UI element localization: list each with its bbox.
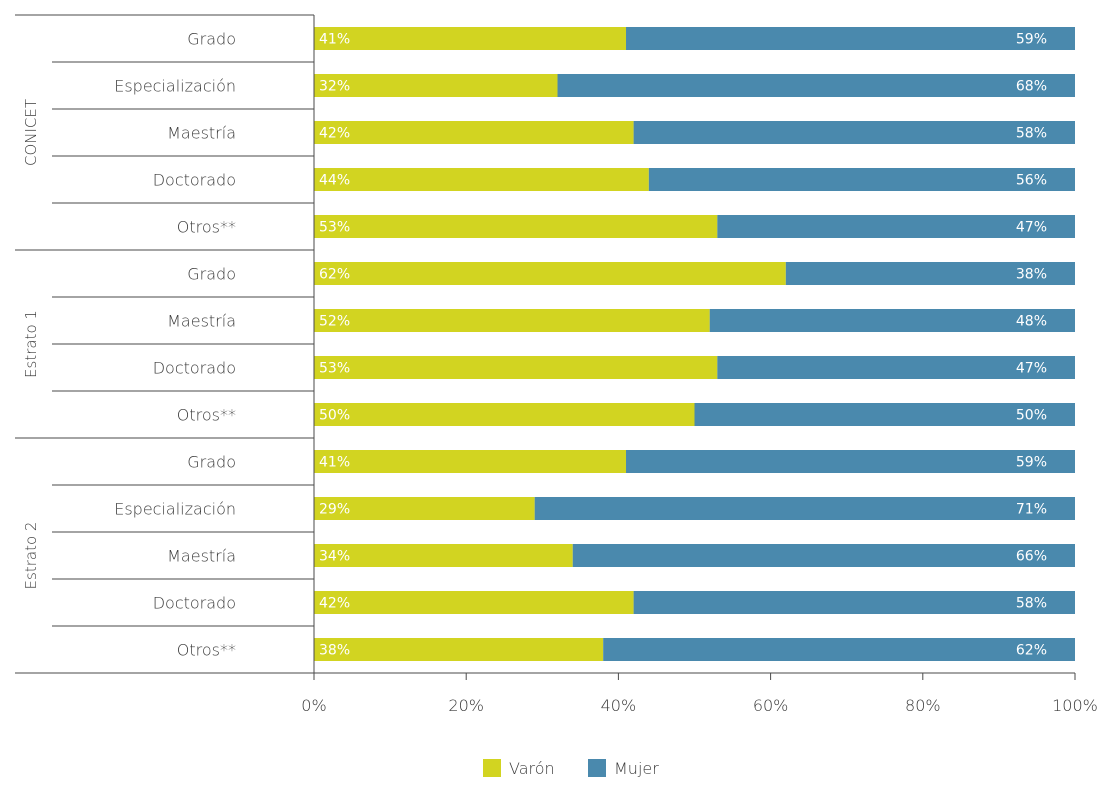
legend-label: Mujer xyxy=(614,759,659,778)
data-label-mujer: 59% xyxy=(1016,455,1047,471)
data-label-varon: 44% xyxy=(319,173,350,189)
bar-mujer xyxy=(648,168,1075,191)
category-label: Maestría xyxy=(167,312,236,331)
x-tick-label: 0% xyxy=(301,696,326,715)
data-label-mujer: 38% xyxy=(1016,267,1047,283)
category-label: Doctorado xyxy=(153,359,236,378)
category-label: Doctorado xyxy=(153,171,236,190)
legend: Varón Mujer xyxy=(483,759,659,778)
data-label-varon: 42% xyxy=(319,596,350,612)
legend-swatch xyxy=(483,759,501,777)
data-label-mujer: 47% xyxy=(1016,361,1047,377)
category-label: Maestría xyxy=(167,124,236,143)
bar-mujer xyxy=(626,450,1075,473)
bar-mujer xyxy=(717,215,1075,238)
bar-mujer xyxy=(572,544,1075,567)
bar-varon xyxy=(314,638,604,661)
data-label-varon: 52% xyxy=(319,314,350,330)
bar-varon xyxy=(314,403,695,426)
bar-varon xyxy=(314,27,627,50)
data-label-varon: 53% xyxy=(319,361,350,377)
category-label: Doctorado xyxy=(153,594,236,613)
group-label: Estrato 2 xyxy=(22,522,40,590)
category-label: Especialización xyxy=(114,77,236,96)
group-label: Estrato 1 xyxy=(22,310,40,378)
bar-mujer xyxy=(633,121,1075,144)
group-label: CONICET xyxy=(22,99,40,166)
bar-varon xyxy=(314,497,535,520)
x-tick-label: 80% xyxy=(905,696,941,715)
category-label: Maestría xyxy=(167,547,236,566)
data-label-mujer: 68% xyxy=(1016,79,1047,95)
legend-item-varon: Varón xyxy=(483,759,555,778)
bar-mujer xyxy=(626,27,1075,50)
data-label-mujer: 48% xyxy=(1016,314,1047,330)
row-labels: CONICET Grado Especialización Maestría Docto… xyxy=(22,30,236,660)
legend-swatch xyxy=(588,759,606,777)
legend-item-mujer: Mujer xyxy=(588,759,659,778)
bar-mujer xyxy=(557,74,1075,97)
data-label-mujer: 66% xyxy=(1016,549,1047,565)
category-label: Especialización xyxy=(114,500,236,519)
category-label: Grado xyxy=(187,453,236,472)
bar-varon xyxy=(314,74,558,97)
data-label-mujer: 58% xyxy=(1016,596,1047,612)
data-label-mujer: 62% xyxy=(1016,643,1047,659)
bar-varon xyxy=(314,356,718,379)
data-label-varon: 38% xyxy=(319,643,350,659)
bar-varon xyxy=(314,215,718,238)
x-tick-label: 40% xyxy=(601,696,637,715)
bar-mujer xyxy=(717,356,1075,379)
bar-mujer xyxy=(694,403,1075,426)
data-label-varon: 50% xyxy=(319,408,350,424)
axes: 0% 20% 40% 60% 80% 100% xyxy=(15,14,1098,715)
bar-varon xyxy=(314,168,649,191)
bar-varon xyxy=(314,591,634,614)
category-label: Otros** xyxy=(177,406,236,425)
data-label-mujer: 56% xyxy=(1016,173,1047,189)
legend-label: Varón xyxy=(509,759,555,778)
data-label-mujer: 59% xyxy=(1016,32,1047,48)
data-label-varon: 42% xyxy=(319,126,350,142)
bar-varon xyxy=(314,544,573,567)
data-label-varon: 29% xyxy=(319,502,350,518)
bars: 41% 59% 32% 68% 42% 58% 44% 56% 53% 47% 62% 38% 52% 4… xyxy=(314,27,1075,661)
data-label-mujer: 47% xyxy=(1016,220,1047,236)
bar-mujer xyxy=(709,309,1075,332)
x-tick-label: 60% xyxy=(753,696,789,715)
category-label: Grado xyxy=(187,30,236,49)
bar-varon xyxy=(314,262,786,285)
bar-mujer xyxy=(633,591,1075,614)
bar-varon xyxy=(314,121,634,144)
category-label: Otros** xyxy=(177,641,236,660)
x-tick-label: 20% xyxy=(448,696,484,715)
x-tick-label: 100% xyxy=(1052,696,1098,715)
category-label: Otros** xyxy=(177,218,236,237)
data-label-varon: 32% xyxy=(319,79,350,95)
data-label-varon: 41% xyxy=(319,455,350,471)
bar-mujer xyxy=(603,638,1075,661)
bar-varon xyxy=(314,309,710,332)
data-label-mujer: 58% xyxy=(1016,126,1047,142)
data-label-varon: 62% xyxy=(319,267,350,283)
bar-mujer xyxy=(785,262,1075,285)
bar-mujer xyxy=(534,497,1075,520)
category-label: Grado xyxy=(187,265,236,284)
bar-varon xyxy=(314,450,627,473)
data-label-mujer: 71% xyxy=(1016,502,1047,518)
data-label-mujer: 50% xyxy=(1016,408,1047,424)
data-label-varon: 34% xyxy=(319,549,350,565)
data-label-varon: 53% xyxy=(319,220,350,236)
data-label-varon: 41% xyxy=(319,32,350,48)
